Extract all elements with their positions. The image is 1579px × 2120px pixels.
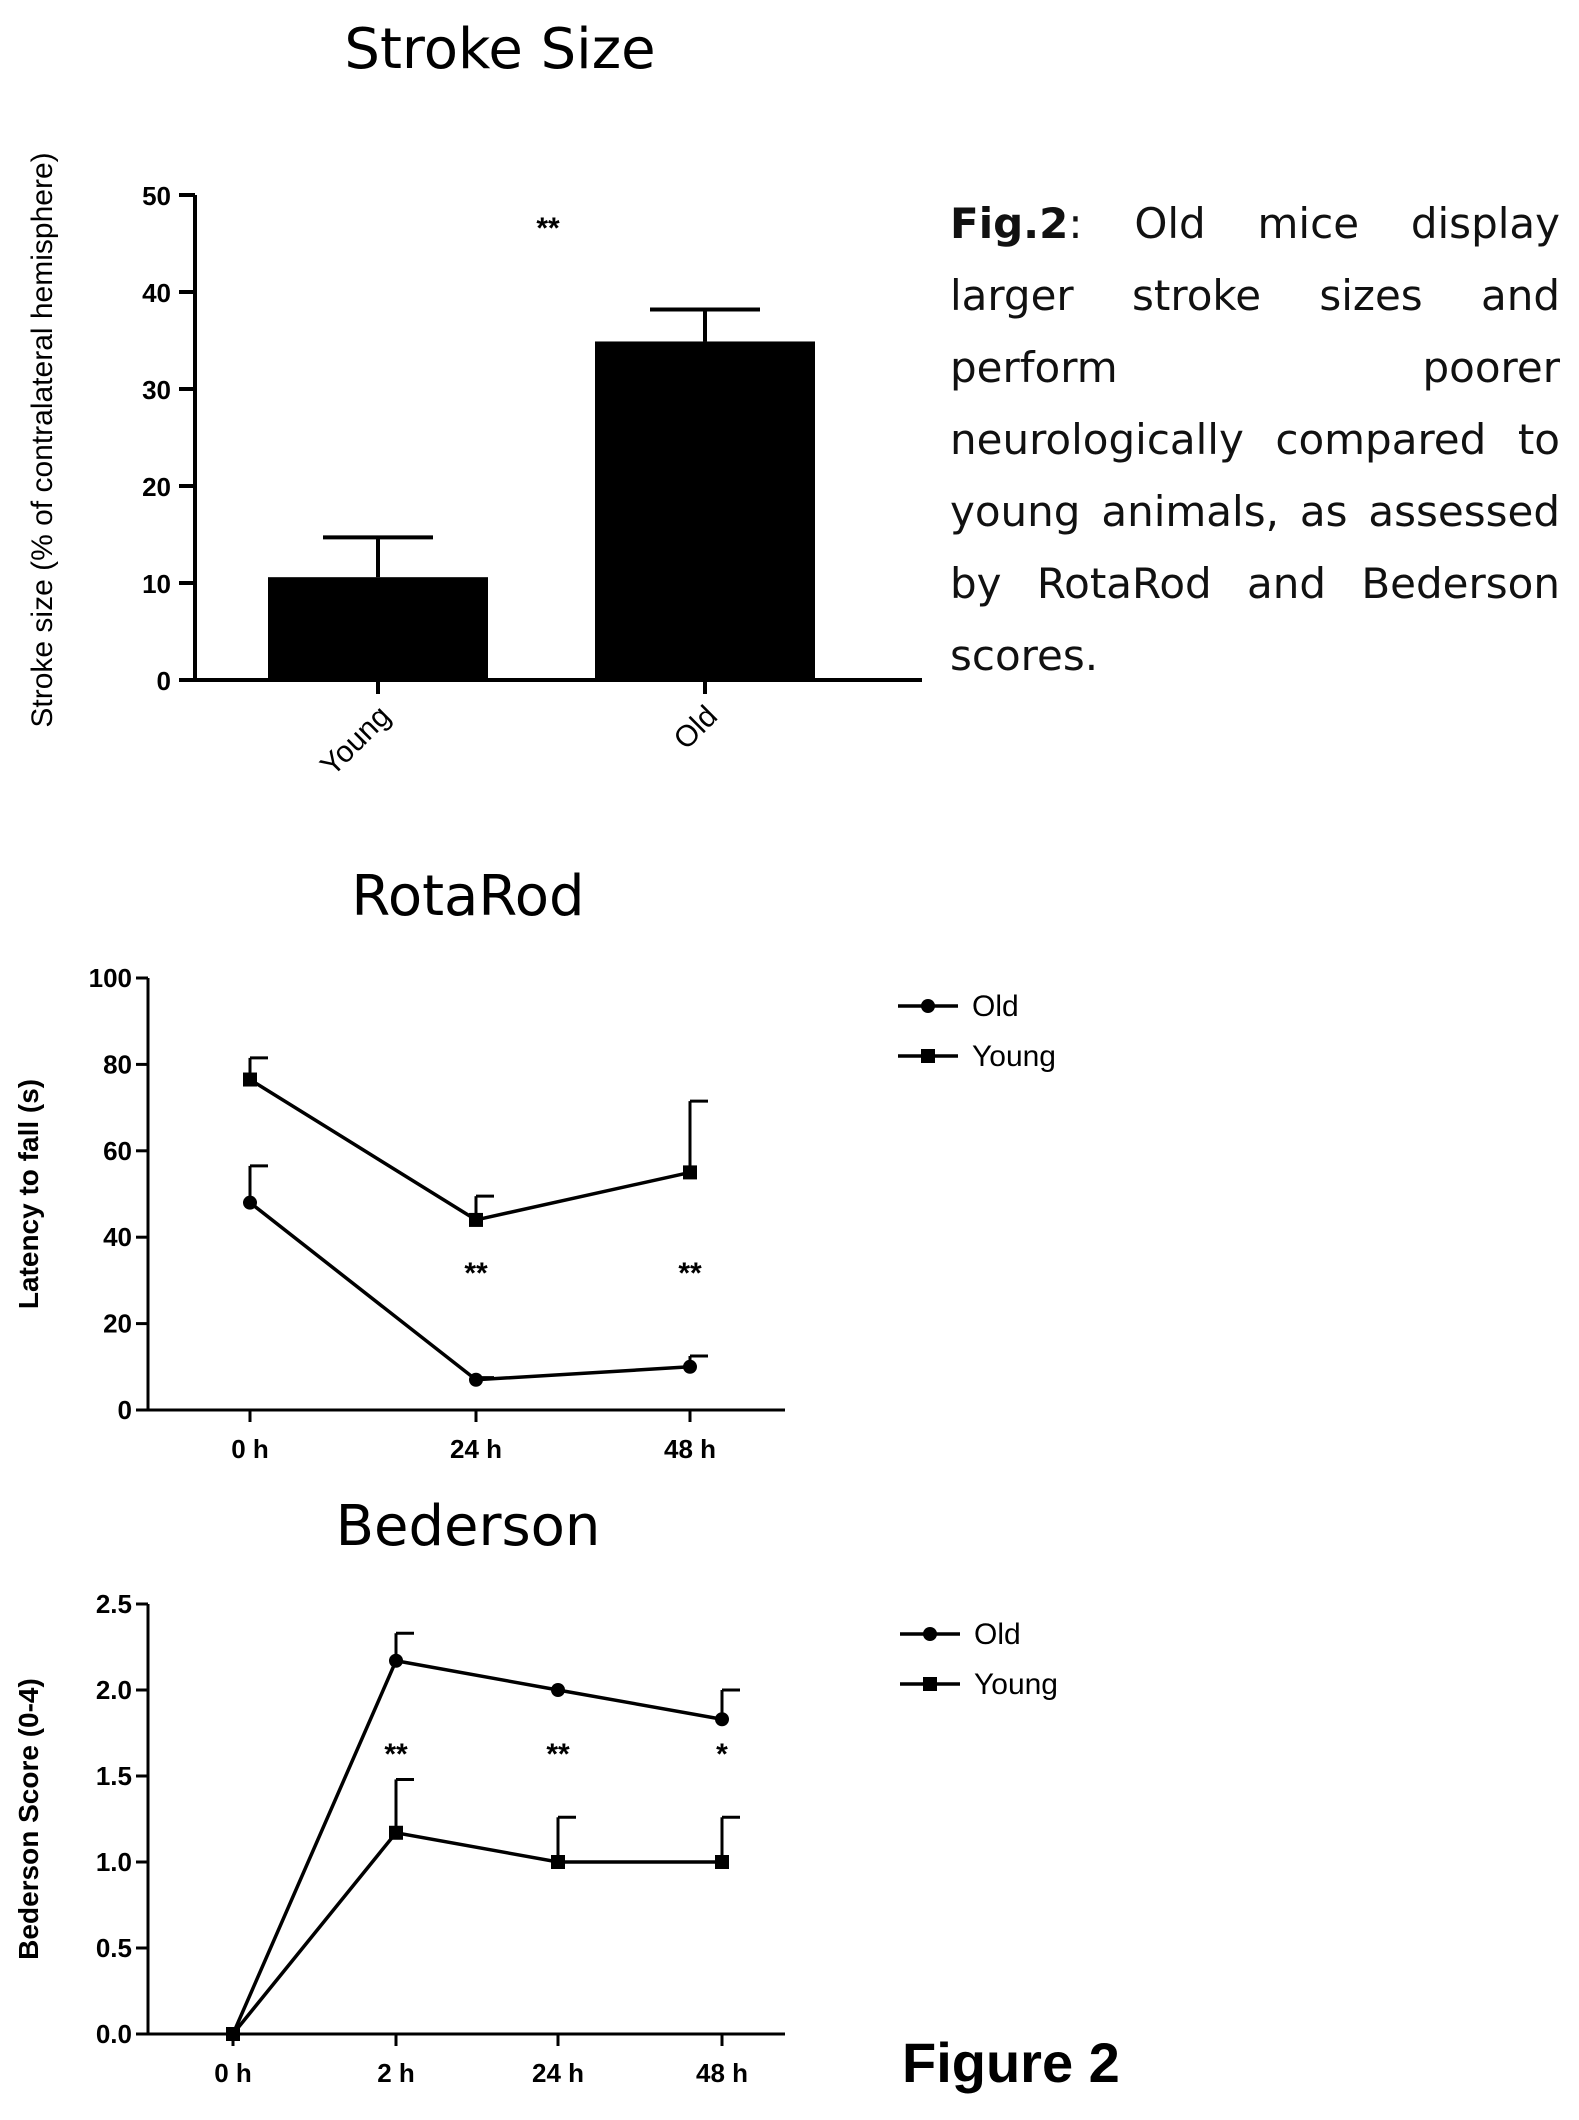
- x-tick-label: 48 h: [664, 1434, 716, 1464]
- data-point: [683, 1359, 697, 1374]
- figure-label: Figure 2: [902, 2031, 1120, 2094]
- significance-label: **: [464, 1257, 488, 1290]
- y-tick-label: 10: [142, 569, 171, 599]
- legend-label: Old: [972, 990, 1019, 1023]
- series-line: [249, 1078, 691, 1222]
- x-category-label: Young: [314, 700, 397, 783]
- rotarod-series-young: [243, 1056, 708, 1227]
- x-tick-label: 24 h: [450, 1434, 502, 1464]
- legend-marker: [923, 1627, 937, 1641]
- significance-label: *: [716, 1738, 728, 1771]
- y-tick-label: 60: [103, 1136, 132, 1166]
- legend-item-young: Young: [898, 1040, 1056, 1073]
- stroke-size-chart: Stroke Size Stroke size (% of contralater…: [26, 17, 922, 782]
- significance-label: **: [678, 1257, 702, 1290]
- data-point: [469, 1212, 483, 1227]
- y-tick-label: 0.5: [96, 1933, 132, 1963]
- y-tick-label: 0: [157, 666, 171, 696]
- significance-label: **: [536, 212, 560, 245]
- legend-label: Young: [972, 1040, 1056, 1073]
- data-point: [243, 1195, 257, 1210]
- rotarod-series-old: [243, 1164, 708, 1387]
- legend-item-old: Old: [900, 1618, 1021, 1651]
- stroke-size-y-axis-title: Stroke size (% of contralateral hemisphe…: [26, 152, 59, 727]
- y-tick-label: 0.0: [96, 2019, 132, 2049]
- data-point: [551, 1855, 565, 1869]
- caption-bold: Fig.2: [950, 199, 1069, 248]
- legend-marker: [921, 1049, 935, 1063]
- bederson-chart: Bederson Bederson Score (0-4) 0.0 0.5 1.0 1.5…: [13, 1494, 1058, 2088]
- y-tick-label: 1.5: [96, 1761, 132, 1791]
- bar-young: [268, 577, 488, 680]
- bederson-series-young: [226, 1777, 740, 2041]
- bar-old: [595, 341, 815, 680]
- figure-caption: Fig.2: Old mice display larger stroke si…: [950, 188, 1560, 692]
- data-point: [226, 2027, 240, 2041]
- series-line: [248, 1201, 691, 1382]
- y-tick-label: 30: [142, 375, 171, 405]
- data-point: [389, 1653, 403, 1668]
- legend-marker: [921, 999, 935, 1013]
- y-tick-label: 20: [103, 1309, 132, 1339]
- legend-item-young: Young: [900, 1668, 1058, 1701]
- rotarod-title: RotaRod: [351, 864, 584, 929]
- y-tick-label: 40: [103, 1222, 132, 1252]
- legend-item-old: Old: [898, 990, 1019, 1023]
- y-tick-label: 20: [142, 472, 171, 502]
- rotarod-chart: RotaRod Latency to fall (s) 0 20 40 60 80 100 0 …: [13, 864, 1056, 1464]
- y-tick-label: 0: [118, 1395, 132, 1425]
- data-point: [551, 1683, 565, 1697]
- data-point: [469, 1372, 483, 1387]
- y-tick-label: 80: [103, 1049, 132, 1079]
- data-point: [243, 1072, 257, 1087]
- rotarod-y-axis-title: Latency to fall (s): [13, 1079, 44, 1309]
- data-point: [683, 1165, 697, 1180]
- y-tick-label: 100: [89, 963, 132, 993]
- data-point: [715, 1712, 729, 1727]
- legend-label: Young: [974, 1668, 1058, 1701]
- x-category-label: Old: [668, 700, 724, 756]
- x-tick-label: 24 h: [532, 2058, 584, 2088]
- significance-label: **: [384, 1738, 408, 1771]
- y-tick-label: 50: [142, 181, 171, 211]
- legend-label: Old: [974, 1618, 1021, 1651]
- bederson-y-axis-title: Bederson Score (0-4): [13, 1678, 44, 1960]
- x-tick-label: 0 h: [231, 1434, 269, 1464]
- caption-text: : Old mice display larger stroke sizes a…: [950, 199, 1560, 680]
- bederson-series-old: [226, 1631, 740, 2041]
- y-tick-label: 2.0: [96, 1675, 132, 1705]
- y-tick-label: 1.0: [96, 1847, 132, 1877]
- x-tick-label: 2 h: [377, 2058, 415, 2088]
- legend-marker: [923, 1677, 937, 1691]
- y-tick-label: 2.5: [96, 1589, 132, 1619]
- x-tick-label: 0 h: [214, 2058, 252, 2088]
- x-tick-label: 48 h: [696, 2058, 748, 2088]
- series-line: [231, 1830, 722, 2036]
- y-tick-label: 40: [142, 278, 171, 308]
- significance-label: **: [546, 1738, 570, 1771]
- series-line: [231, 1658, 723, 2035]
- bederson-title: Bederson: [336, 1494, 601, 1559]
- data-point: [389, 1825, 403, 1840]
- stroke-size-title: Stroke Size: [344, 17, 655, 82]
- data-point: [715, 1855, 729, 1869]
